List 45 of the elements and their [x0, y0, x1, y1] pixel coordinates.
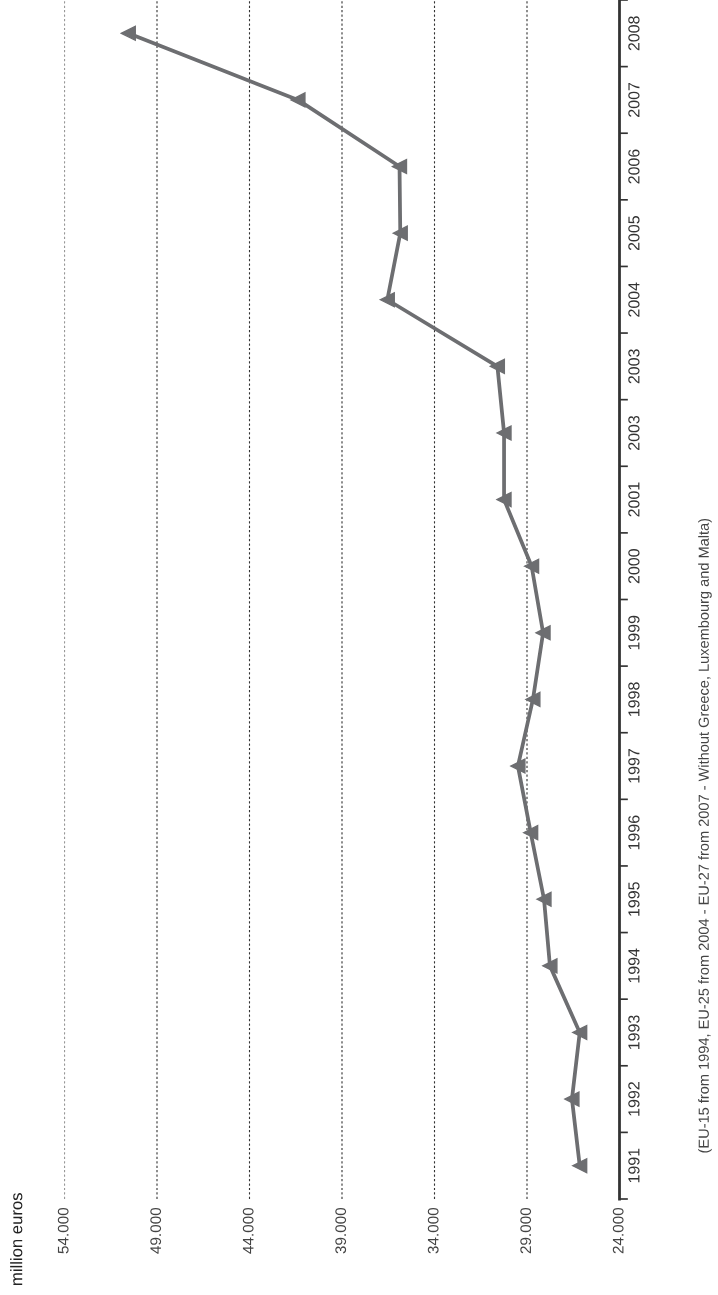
y-tick-label: 2000 — [628, 549, 640, 584]
y-tick-label: 1994 — [628, 948, 640, 983]
x-tick-label: 39.000 — [335, 1207, 347, 1254]
y-tick-label: 1996 — [628, 815, 640, 850]
point — [379, 292, 395, 308]
point — [523, 558, 540, 574]
text: (EU-15 from 1994, EU-25 from 2004 - EU-27 from 2007 - Without Greece, Luxembourg and Malta) — [698, 518, 712, 1153]
x-tick-label: 24.000 — [612, 1207, 624, 1254]
x-tick-label: 49.000 — [150, 1207, 162, 1254]
point — [535, 625, 551, 641]
point — [391, 158, 408, 175]
point — [496, 491, 512, 508]
point — [572, 1158, 588, 1174]
point — [536, 891, 552, 907]
y-tick-label: 2003 — [628, 349, 640, 384]
y-tick-label: 2005 — [628, 216, 640, 251]
point — [525, 691, 541, 708]
point — [510, 758, 526, 774]
y-tick-label: 1999 — [628, 615, 640, 650]
point — [572, 1024, 588, 1041]
y-tick-label: 1991 — [628, 1148, 640, 1183]
y-tick-label: 2006 — [628, 149, 640, 184]
x-tick-label: 54.000 — [57, 1207, 69, 1254]
point — [523, 824, 539, 841]
y-tick-label: 1995 — [628, 882, 640, 916]
x-tick-label: 34.000 — [427, 1207, 439, 1254]
point — [120, 25, 136, 41]
point — [290, 92, 306, 108]
y-tick-label: 2001 — [628, 482, 640, 517]
y-tick-label: 2008 — [628, 16, 640, 51]
x-tick-label: 29.000 — [520, 1207, 532, 1254]
y-tick-label: 1997 — [628, 749, 640, 783]
y-tick-label: 2003 — [628, 415, 640, 450]
point — [489, 358, 506, 375]
x-tick-label: 44.000 — [242, 1207, 254, 1254]
point — [542, 958, 558, 974]
y-tick-label: 2004 — [628, 282, 640, 317]
point — [496, 425, 512, 441]
point — [564, 1091, 580, 1107]
text: million euros — [10, 1193, 23, 1285]
y-tick-label: 2007 — [628, 82, 640, 117]
y-tick-label: 1998 — [628, 682, 640, 716]
point — [392, 225, 408, 241]
y-tick-label: 1993 — [628, 1015, 640, 1050]
y-tick-label: 1992 — [628, 1082, 640, 1116]
